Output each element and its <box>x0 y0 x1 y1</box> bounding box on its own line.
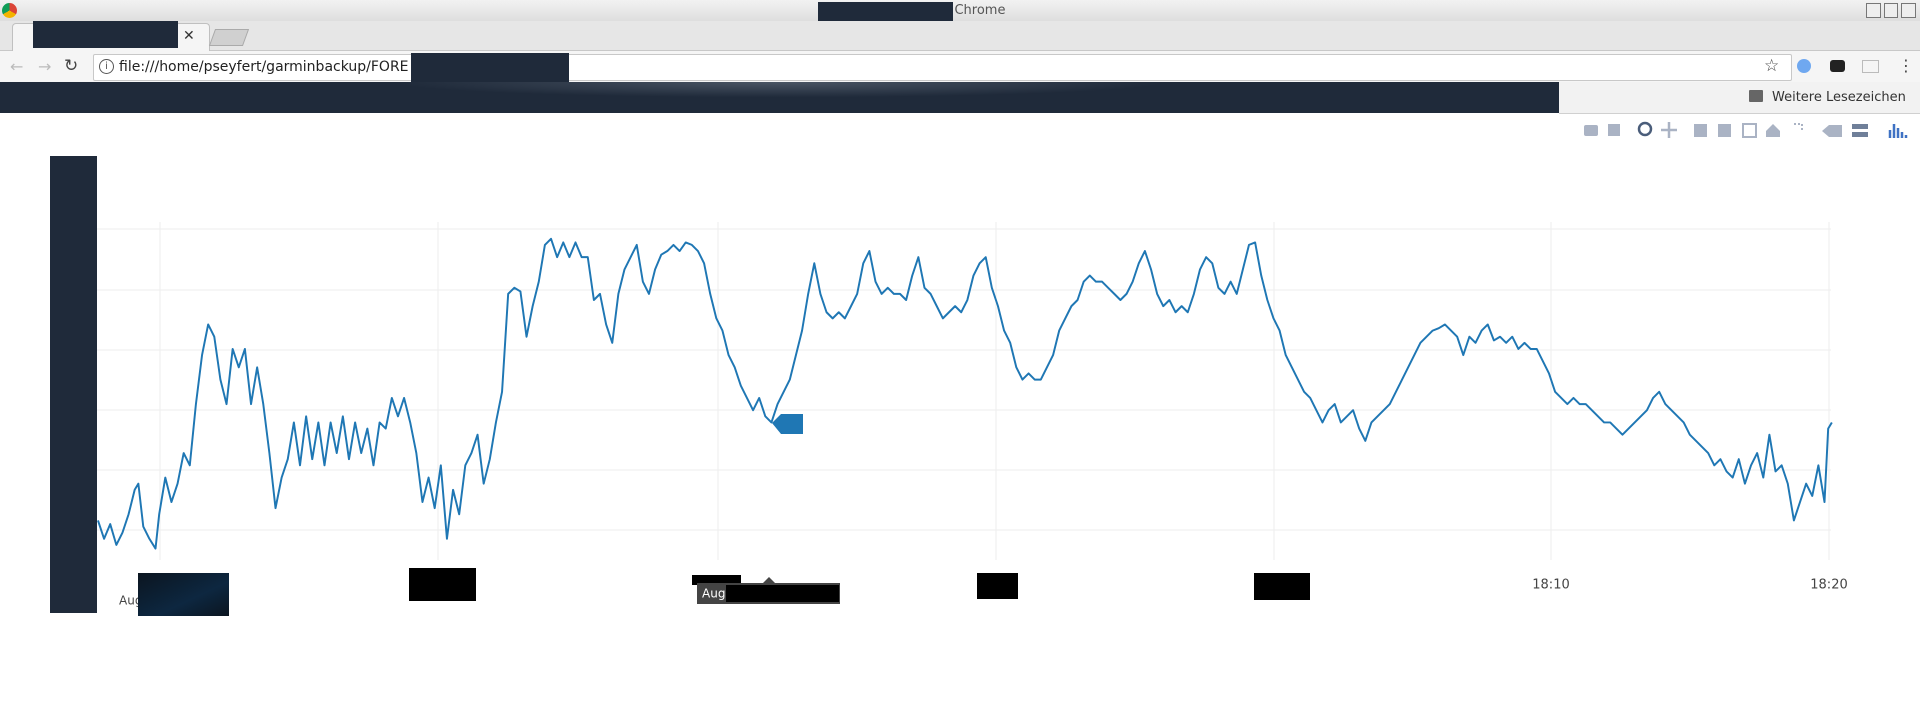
zoom-out-button[interactable] <box>1718 124 1731 137</box>
plotly-logo[interactable] <box>1888 124 1908 138</box>
hover-marker <box>772 414 803 434</box>
trace <box>97 237 1833 550</box>
forward-button[interactable]: → <box>38 57 52 76</box>
hover-compare-button[interactable] <box>1852 124 1868 137</box>
redaction <box>692 575 741 585</box>
save-button[interactable] <box>1608 124 1620 136</box>
reset-button[interactable] <box>1766 124 1780 137</box>
redaction <box>409 568 476 601</box>
hover-pointer <box>763 577 775 583</box>
reload-button[interactable]: ↻ <box>64 56 79 76</box>
redaction <box>50 156 97 613</box>
camera-button[interactable] <box>1584 125 1598 136</box>
menu-button[interactable]: ⋮ <box>1898 56 1914 75</box>
redaction <box>726 585 839 602</box>
spike-button[interactable] <box>1794 123 1803 132</box>
zoom-button[interactable] <box>1637 121 1653 137</box>
x-tick-label: 18:20 <box>1810 578 1847 593</box>
maximize[interactable] <box>1883 3 1899 18</box>
pan-button[interactable] <box>1661 122 1677 138</box>
redaction <box>1254 573 1310 600</box>
tab-close[interactable]: ✕ <box>183 28 195 44</box>
modebar <box>1584 121 1908 138</box>
close[interactable] <box>1901 3 1917 18</box>
folder-icon <box>1749 90 1763 102</box>
line <box>97 237 1833 550</box>
back-button[interactable]: ← <box>10 57 24 76</box>
info-icon[interactable]: i <box>99 59 114 74</box>
autoscale-button[interactable] <box>1742 123 1757 138</box>
zoom-in-button[interactable] <box>1694 124 1707 137</box>
redaction <box>33 21 178 48</box>
x-tick-label: Aug <box>119 594 142 608</box>
minimize[interactable] <box>1866 3 1881 18</box>
redaction <box>818 2 953 23</box>
cast-icon[interactable] <box>1862 60 1879 73</box>
bookmark-bar-redacted <box>0 82 1559 113</box>
redaction <box>138 573 229 616</box>
bookmark-star[interactable]: ☆ <box>1764 56 1780 76</box>
window-controls <box>1866 3 1917 18</box>
bookmark-bar <box>1559 82 1920 114</box>
x-tick-label: 18:10 <box>1532 578 1569 593</box>
bookmarks-folder[interactable]: Weitere Lesezeichen <box>1772 90 1906 105</box>
address-bar[interactable] <box>93 54 1792 81</box>
tab-bar <box>0 21 1920 51</box>
url-text: file:///home/pseyfert/garminbackup/FORE <box>119 59 409 75</box>
hover-label-text: Aug <box>702 587 725 601</box>
extension-icon[interactable] <box>1830 60 1845 72</box>
redaction <box>411 53 569 82</box>
hover-closest-button[interactable] <box>1822 125 1842 137</box>
extension-icon[interactable] <box>1797 59 1811 73</box>
redaction <box>977 573 1018 599</box>
grid <box>97 222 1831 560</box>
chrome-icon <box>2 3 17 18</box>
